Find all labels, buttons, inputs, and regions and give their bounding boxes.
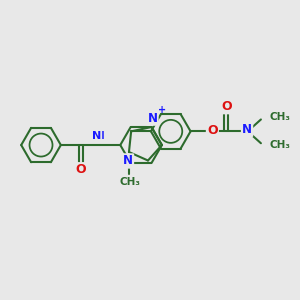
Text: N: N <box>123 154 133 167</box>
Text: CH₃: CH₃ <box>270 140 291 150</box>
Text: O: O <box>221 100 232 113</box>
Text: O: O <box>207 124 218 137</box>
Text: CH₃: CH₃ <box>270 112 291 122</box>
Text: CH₃: CH₃ <box>119 177 140 187</box>
Text: N: N <box>148 112 158 124</box>
Text: N: N <box>92 131 101 141</box>
Text: H: H <box>96 131 105 141</box>
Text: +: + <box>158 105 166 115</box>
Text: N: N <box>242 123 252 136</box>
Text: O: O <box>75 163 86 176</box>
